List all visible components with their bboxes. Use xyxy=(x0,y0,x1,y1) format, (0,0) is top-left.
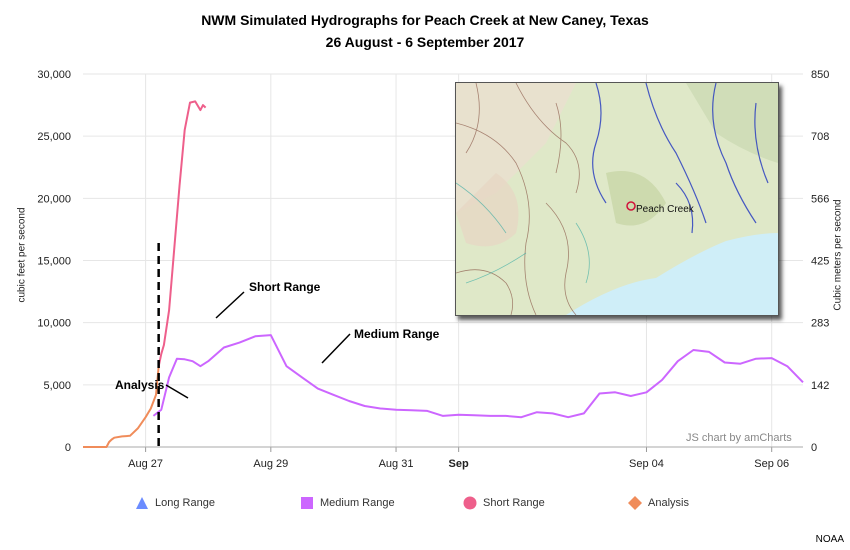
legend-item-analysis[interactable]: Analysis xyxy=(628,496,689,510)
y-tick-left: 5,000 xyxy=(43,380,71,392)
square-icon xyxy=(301,497,313,509)
annotation-label: Short Range xyxy=(249,280,321,294)
peach-creek-marker xyxy=(626,201,636,211)
terrain-map xyxy=(456,83,778,315)
legend-label: Medium Range xyxy=(320,497,395,509)
axis-layer: 0 0 5,000 142 10,000 283 15,000 425 20,000 566 25,… xyxy=(37,69,829,470)
y-tick-left: 10,000 xyxy=(37,318,71,330)
y-tick-left: 30,000 xyxy=(37,69,71,81)
y-tick-left: 0 xyxy=(65,442,71,454)
annotation-label: Medium Range xyxy=(354,327,440,341)
x-tick-label: Aug 27 xyxy=(128,458,163,470)
y-tick-right: 566 xyxy=(811,193,829,205)
y-tick-right: 142 xyxy=(811,380,829,392)
y-tick-left: 15,000 xyxy=(37,256,71,268)
series-line-medium-range xyxy=(152,334,804,419)
circle-icon xyxy=(463,496,477,510)
y-tick-right: 283 xyxy=(811,318,829,330)
x-tick-label: Sep 04 xyxy=(629,458,664,470)
y-tick-right: 425 xyxy=(811,256,829,268)
y-axis-right-label: Cubic meters per second xyxy=(832,199,844,311)
legend-label: Long Range xyxy=(155,497,215,509)
chart-credit[interactable]: JS chart by amCharts xyxy=(686,432,792,444)
x-tick-label: Aug 31 xyxy=(379,458,414,470)
triangle-icon xyxy=(136,497,148,509)
legend-label: Analysis xyxy=(648,497,689,509)
legend-item-short-range[interactable]: Short Range xyxy=(463,496,545,510)
annotation-label: Analysis xyxy=(115,378,165,392)
y-tick-right: 708 xyxy=(811,131,829,143)
diamond-icon xyxy=(628,496,642,510)
chart-title: NWM Simulated Hydrographs for Peach Cree… xyxy=(201,12,649,28)
x-tick-label: Sep 06 xyxy=(754,458,789,470)
source-credit: NOAA xyxy=(815,534,844,545)
series-line-short-range xyxy=(157,100,207,367)
annotation-leader xyxy=(215,291,245,319)
y-tick-right: 850 xyxy=(811,69,829,81)
x-tick-label: Sep xyxy=(449,458,469,470)
legend-item-medium-range[interactable]: Medium Range xyxy=(300,496,395,510)
x-tick-label: Aug 29 xyxy=(253,458,288,470)
location-map-inset: Peach Creek xyxy=(455,82,779,316)
y-tick-left: 20,000 xyxy=(37,193,71,205)
chart-subtitle: 26 August - 6 September 2017 xyxy=(325,34,525,50)
series-layer xyxy=(83,100,804,448)
y-axis-left-label: cubic feet per second xyxy=(16,207,28,303)
series-line-analysis xyxy=(83,366,160,448)
y-tick-left: 25,000 xyxy=(37,131,71,143)
annotation-leader xyxy=(321,333,351,364)
map-location-label: Peach Creek xyxy=(636,204,694,215)
y-tick-right: 0 xyxy=(811,442,817,454)
annotation-layer: Short Range Medium Range Analysis xyxy=(115,243,440,447)
legend-item-long-range[interactable]: Long Range xyxy=(135,496,215,510)
annotation-leader xyxy=(165,384,189,399)
legend-label: Short Range xyxy=(483,497,545,509)
